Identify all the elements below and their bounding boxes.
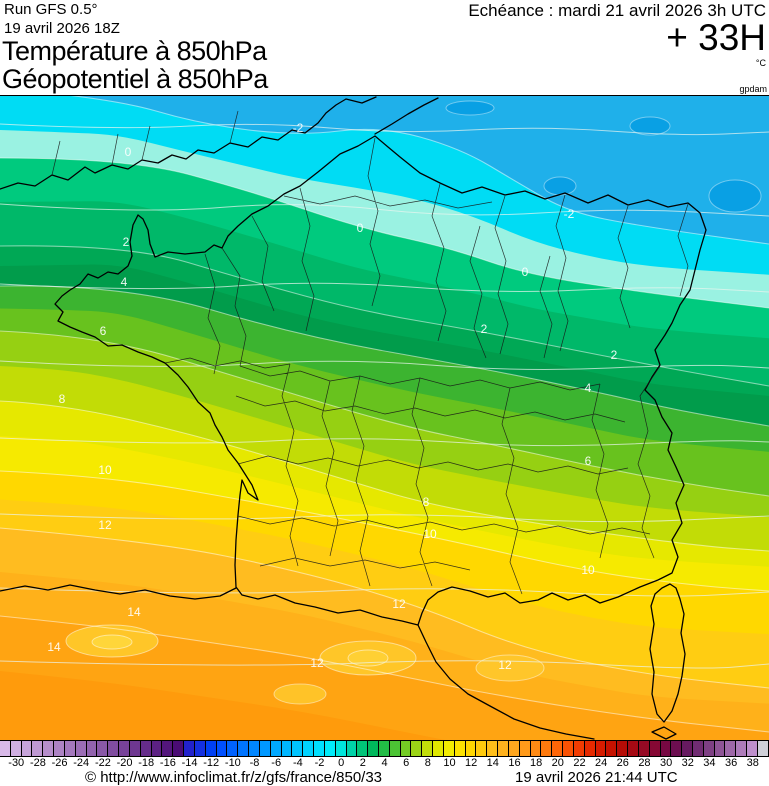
temperature-unit-label: °C	[755, 58, 766, 68]
color-scale-tick: 0	[338, 757, 345, 769]
contour-label: 12	[98, 518, 112, 532]
color-scale-tick: -2	[314, 757, 325, 769]
department-borders	[51, 110, 689, 595]
color-scale-tick: 26	[616, 757, 629, 769]
warm-pockets	[65, 624, 545, 705]
contour-label: 14	[47, 640, 61, 654]
map-title-geopotential: Géopotentiel à 850hPa	[2, 64, 268, 94]
contour-label: 6	[585, 454, 592, 468]
color-scale-tick: 30	[659, 757, 673, 769]
color-scale-tick: 20	[551, 757, 564, 769]
sardinia-tip	[651, 726, 677, 740]
color-scale-tick: -16	[159, 757, 176, 769]
contour-label: 2	[611, 348, 618, 362]
color-scale-tick: 6	[403, 757, 410, 769]
color-scale-tick: -14	[181, 757, 198, 769]
model-run-date: 19 avril 2026 18Z	[4, 20, 120, 37]
belgium-coast	[374, 97, 439, 135]
color-scale-tick: -4	[292, 757, 303, 769]
contour-label: 2	[123, 235, 130, 249]
map-title-temperature: Température à 850hPa	[2, 36, 267, 66]
color-scale-tick: -22	[94, 757, 111, 769]
color-scale-tick: 18	[530, 757, 543, 769]
color-scale-tick: -12	[203, 757, 220, 769]
color-scale-tick: 36	[724, 757, 738, 769]
temperature-color-scale	[0, 740, 769, 757]
england-coast	[0, 96, 377, 190]
color-scale-tick: 24	[594, 757, 608, 769]
color-scale-tick: 32	[681, 757, 694, 769]
color-scale-tick: 4	[381, 757, 388, 769]
france-outline	[54, 135, 707, 626]
contour-label: 10	[581, 563, 595, 577]
color-scale-tick: 8	[424, 757, 431, 769]
contour-label: 10	[423, 527, 437, 541]
color-scale-tick-labels: -30 -28 -26 -24 -22 -20 -18 -16 -14 -12 -10 -8 -6 -4-…	[0, 757, 769, 771]
color-scale-tick: 2	[359, 757, 366, 769]
geopotential-contour-lines	[0, 123, 769, 669]
valid-time-label: Echéance : mardi 21 avril 2026 3h UTC	[468, 1, 766, 20]
source-url: © http://www.infoclimat.fr/z/gfs/france/…	[85, 769, 383, 786]
color-scale-tick: 38	[746, 757, 759, 769]
map-footer: © http://www.infoclimat.fr/z/gfs/france/…	[0, 770, 769, 786]
color-scale-tick: 22	[573, 757, 586, 769]
contour-label: -2	[564, 207, 575, 221]
lead-time-label: + 33H	[666, 17, 766, 58]
color-scale-tick: 34	[703, 757, 716, 769]
color-scale-tick: 16	[508, 757, 521, 769]
issue-timestamp: 19 avril 2026 21:44 UTC	[515, 769, 678, 786]
color-scale-tick: -30	[8, 757, 25, 769]
contour-label: 12	[392, 597, 406, 611]
color-scale-tick: 10	[443, 757, 456, 769]
color-scale-tick: -20	[116, 757, 133, 769]
contour-label: 0	[125, 145, 132, 159]
color-scale-tick: -8	[249, 757, 260, 769]
color-scale-tick: -26	[51, 757, 68, 769]
contour-label: 4	[121, 275, 128, 289]
coastlines-and-borders	[0, 96, 707, 740]
contour-label: -2	[293, 121, 304, 135]
spain-biscay-coast	[0, 584, 237, 600]
temperature-bands	[0, 96, 769, 741]
geopotential-unit-label: gpdam	[739, 84, 767, 94]
color-scale-tick: 12	[465, 757, 478, 769]
model-run-label: Run GFS 0.5°	[4, 1, 98, 18]
contour-label: 6	[100, 324, 107, 338]
color-scale-tick: -28	[29, 757, 46, 769]
contour-label: 12	[310, 656, 324, 670]
color-scale-tick: -10	[224, 757, 241, 769]
contour-label: 8	[59, 392, 66, 406]
color-scale-tick: 14	[486, 757, 499, 769]
contour-label: 14	[127, 605, 141, 619]
temperature-band	[0, 671, 450, 741]
contour-label: 10	[98, 463, 112, 477]
contour-label: 12	[498, 658, 512, 672]
color-scale-tick: -24	[73, 757, 90, 769]
color-scale-cell	[756, 740, 769, 757]
contour-label: 0	[522, 265, 529, 279]
contour-label: 4	[585, 381, 592, 395]
color-scale-tick: -18	[138, 757, 155, 769]
color-scale-tick: 28	[638, 757, 651, 769]
contour-label: 0	[357, 221, 364, 235]
map-canvas: -2 -2 0 0 0 2 2 2 4 4 6 6 8 8 10 10 10 12 12 12 12 14 14	[0, 95, 769, 741]
contour-value-labels: -2 -2 0 0 0 2 2 2 4 4 6 6 8 8 10 10 10 12 12 12 12 14 14	[47, 121, 617, 672]
contour-label: 2	[481, 322, 488, 336]
color-scale-tick: -6	[271, 757, 282, 769]
temperature-map: -2 -2 0 0 0 2 2 2 4 4 6 6 8 8 10 10 10 12 12 12 12 14 14	[0, 96, 769, 741]
contour-label: 8	[423, 495, 430, 509]
map-header: Run GFS 0.5° 19 avril 2026 18Z Températu…	[0, 0, 769, 95]
cold-pockets	[445, 100, 762, 213]
corsica-outline	[649, 583, 686, 723]
spain-med-coast	[417, 624, 595, 740]
